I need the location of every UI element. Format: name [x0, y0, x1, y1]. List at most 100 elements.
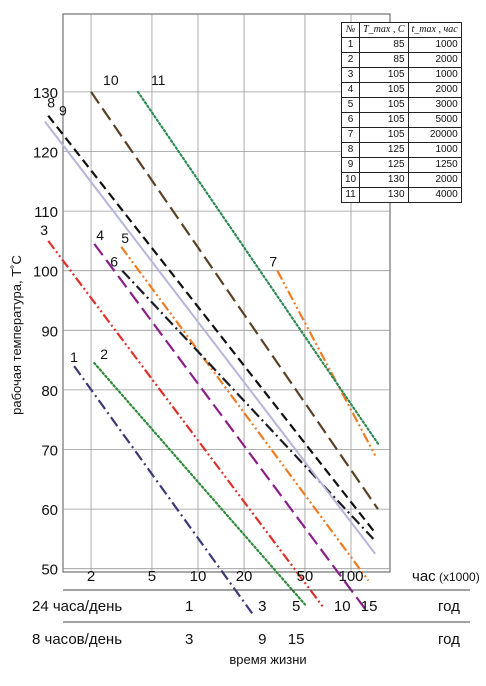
- secondary-axis-unit: год: [438, 598, 460, 615]
- x-unit-label: час: [412, 568, 436, 585]
- series-line-3: [47, 240, 325, 609]
- series-number-3: 3: [40, 222, 48, 238]
- table-cell: 1000: [407, 67, 462, 83]
- table-cell: 2: [340, 52, 361, 68]
- secondary-axis-label: 8 часов/день: [32, 631, 122, 648]
- table-row: 6 105 5000: [340, 112, 462, 128]
- table-cell: 5000: [407, 112, 462, 128]
- table-cell: 1: [340, 37, 361, 53]
- x-tick-label: 10: [190, 568, 207, 585]
- table-header-time: t_max , час: [407, 22, 462, 38]
- series-lines: [44, 90, 380, 615]
- table-row: 10 130 2000: [340, 172, 462, 188]
- y-tick-label: 60: [41, 502, 58, 519]
- x-tick-label: 5: [148, 568, 156, 585]
- table-cell: 4: [340, 82, 361, 98]
- table-cell: 3: [340, 67, 361, 83]
- table-cell: 130: [359, 172, 409, 188]
- series-line-6: [121, 269, 375, 540]
- series-line-7: [276, 270, 377, 456]
- table-cell: 11: [340, 187, 361, 203]
- series-number-9: 9: [59, 103, 67, 119]
- secondary-tick-label: 10: [334, 598, 351, 615]
- table-body: 1 85 1000 2 85 2000 3 105 1000 4 105 2000 5 105 3000 6 1…: [340, 37, 462, 203]
- y-tick-label: 120: [33, 145, 58, 162]
- table-cell: 3000: [407, 97, 462, 113]
- y-tick-labels: 50 60 70 80 90 100 110 120 130: [33, 85, 58, 579]
- table-row: 4 105 2000: [340, 82, 462, 98]
- table-cell: 85: [359, 37, 409, 53]
- series-number-2: 2: [100, 346, 108, 362]
- table-row: 1 85 1000: [340, 37, 462, 53]
- secondary-tick-label: 1: [185, 598, 193, 615]
- table-cell: 1000: [407, 142, 462, 158]
- table-header-number: №: [340, 22, 361, 38]
- y-tick-label: 130: [33, 85, 58, 102]
- x-tick-label: 50: [297, 568, 314, 585]
- y-axis-label: рабочая температура, Т˚С: [9, 255, 24, 415]
- series-number-5: 5: [121, 230, 129, 246]
- secondary-tick-label: 15: [288, 631, 305, 648]
- secondary-tick-label: 3: [258, 598, 266, 615]
- series-number-7: 7: [269, 254, 277, 270]
- table-cell: 20000: [407, 127, 462, 143]
- y-tick-label: 110: [34, 204, 58, 221]
- table-cell: 9: [340, 157, 361, 173]
- series-line-11: [136, 90, 380, 445]
- series-line-8: [47, 115, 377, 534]
- x-tick-labels: 2 5 10 20 50 100: [87, 568, 364, 585]
- grid: [62, 13, 391, 573]
- series-line-2: [93, 361, 307, 606]
- series-number-1: 1: [70, 349, 78, 365]
- secondary-tick-label: 5: [292, 598, 300, 615]
- table-cell: 10: [340, 172, 361, 188]
- series-line-1: [73, 365, 254, 615]
- series-number-6: 6: [110, 254, 118, 270]
- series-number-10: 10: [103, 72, 119, 88]
- table-cell: 4000: [407, 187, 462, 203]
- legend-table: № T_max , C t_max , час 1 85 1000 2 85 2000 3 1…: [340, 22, 462, 203]
- y-tick-label: 100: [33, 264, 58, 281]
- table-cell: 5: [340, 97, 361, 113]
- table-cell: 125: [359, 142, 409, 158]
- plot-frame: [62, 13, 391, 573]
- secondary-axes: 24 часа/день 1 3 5 10 15 год 8 часов/день 3 9 15 го…: [32, 589, 470, 648]
- table-header-tmax: T_max , C: [359, 22, 409, 38]
- x-tick-label: 20: [236, 568, 253, 585]
- table-row: 3 105 1000: [340, 67, 462, 83]
- table-cell: 2000: [407, 172, 462, 188]
- series-number-4: 4: [96, 227, 104, 243]
- table-cell: 125: [359, 157, 409, 173]
- table-row: 9 125 1250: [340, 157, 462, 173]
- table-row: 11 130 4000: [340, 187, 462, 203]
- secondary-axis-label: 24 часа/день: [32, 598, 122, 615]
- table-cell: 105: [359, 82, 409, 98]
- table-cell: 2000: [407, 82, 462, 98]
- series-number-8: 8: [47, 95, 55, 111]
- x-tick-label: 2: [87, 568, 95, 585]
- x-tick-label: 100: [338, 568, 363, 585]
- secondary-tick-label: 3: [185, 631, 193, 648]
- table-row: 7 105 20000: [340, 127, 462, 143]
- table-cell: 130: [359, 187, 409, 203]
- series-number-11: 11: [151, 72, 166, 88]
- series-number-labels: 1 2 3 4 56 7 8 9 10 11: [40, 72, 277, 365]
- table-cell: 6: [340, 112, 361, 128]
- y-tick-label: 80: [41, 383, 58, 400]
- table-cell: 8: [340, 142, 361, 158]
- series-line-10: [90, 91, 379, 510]
- table-row: 8 125 1000: [340, 142, 462, 158]
- series-line-5: [120, 246, 370, 582]
- y-tick-label: 90: [41, 323, 58, 340]
- x-axis-label: время жизни: [229, 652, 306, 667]
- table-row: 5 105 3000: [340, 97, 462, 113]
- secondary-tick-label: 15: [361, 598, 378, 615]
- table-cell: 105: [359, 127, 409, 143]
- table-cell: 7: [340, 127, 361, 143]
- y-tick-label: 50: [41, 562, 58, 579]
- table-cell: 2000: [407, 52, 462, 68]
- table-cell: 105: [359, 97, 409, 113]
- x-multiplier-label: (x1000): [439, 570, 480, 584]
- series-line-9: [44, 121, 377, 555]
